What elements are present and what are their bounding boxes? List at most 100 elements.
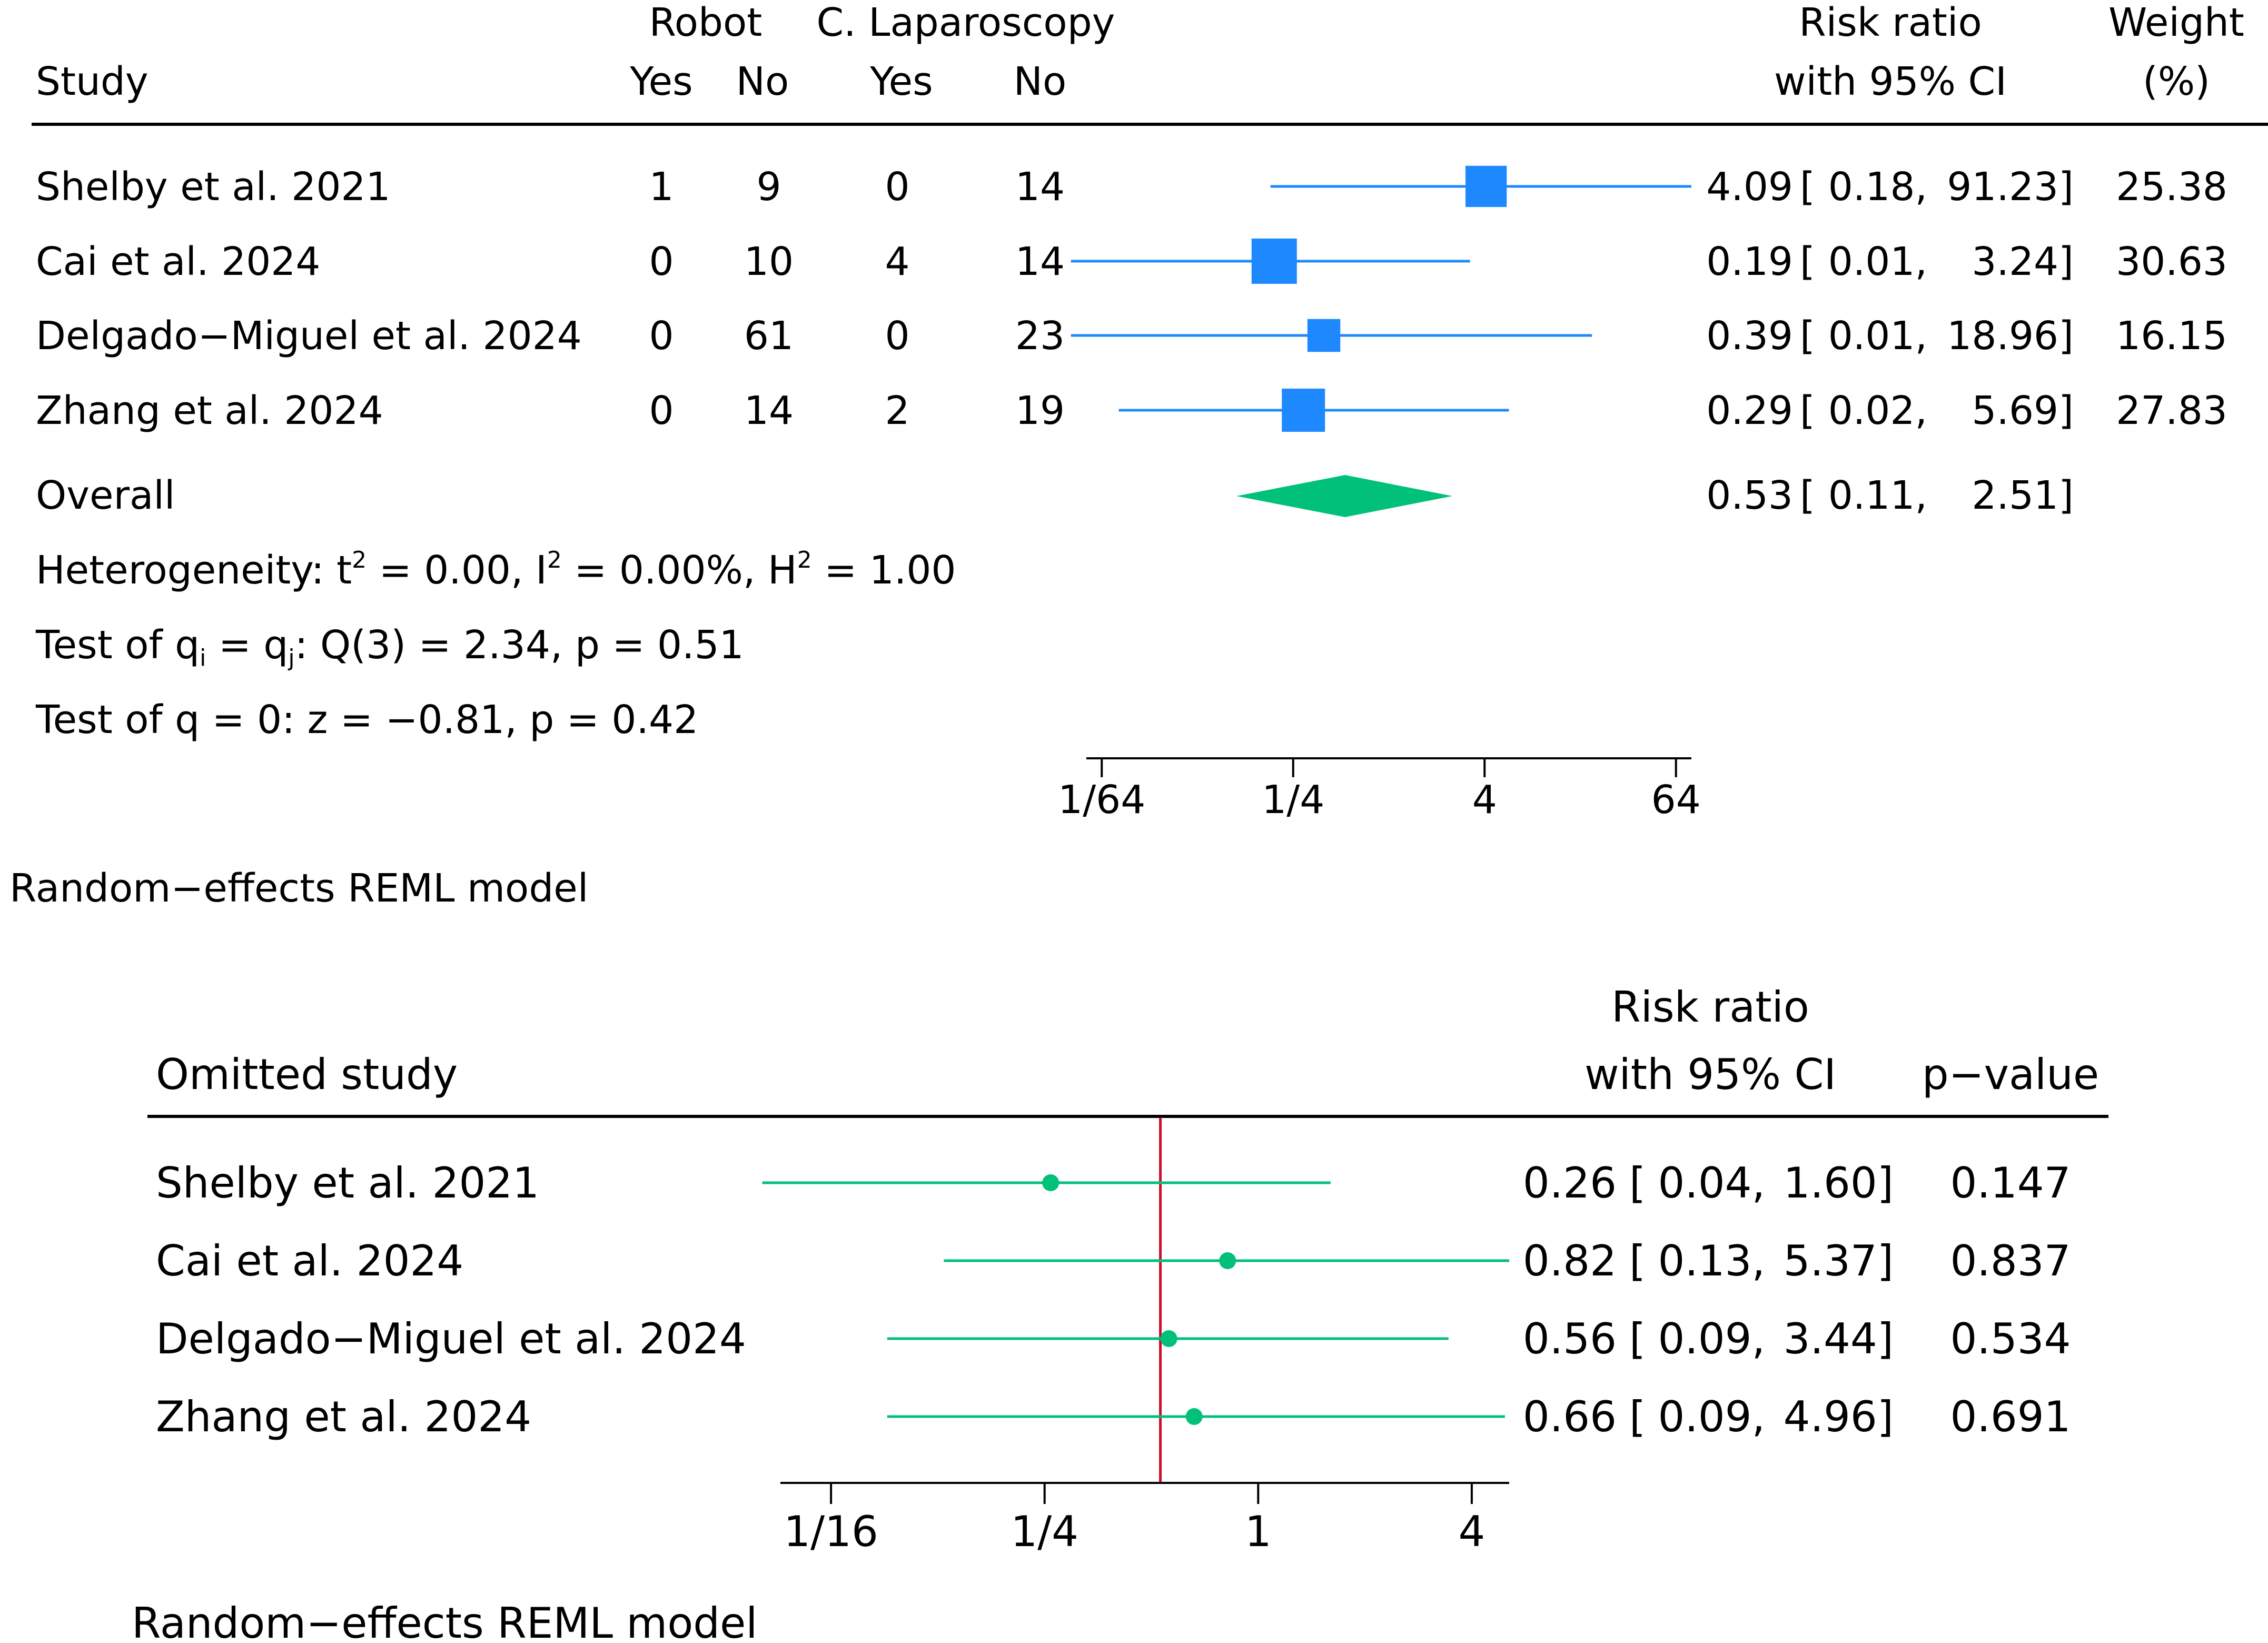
x-tick-label: 1/64 bbox=[1058, 777, 1145, 823]
col-header-risk-ratio-2: with 95% CI bbox=[1774, 59, 2007, 104]
omitted-study-name: Cai et al. 2024 bbox=[156, 1236, 463, 1285]
x-tick-label: 64 bbox=[1651, 777, 1701, 823]
col-header-robot: Robot bbox=[649, 0, 762, 45]
ci-bracket: [ bbox=[1800, 313, 1815, 359]
omitted-study-row: Cai et al. 2024 0.82[0.13, 5.37] 0.837 bbox=[156, 1236, 2071, 1285]
ci-lower: 0.09, bbox=[1658, 1392, 1765, 1441]
test-overall-effect: Test of q = 0: z = −0.81, p = 0.42 bbox=[35, 697, 698, 743]
risk-ratio: 0.29 bbox=[1706, 388, 1793, 433]
ci-bracket: [ bbox=[1800, 388, 1815, 433]
x-axis-ticks: 1/64 1/4 4 64 bbox=[1058, 758, 1701, 823]
weight-pct: 27.83 bbox=[2116, 388, 2227, 433]
weight-pct: 16.15 bbox=[2116, 313, 2227, 359]
p-value: 0.534 bbox=[1950, 1314, 2071, 1363]
ci-bracket: [ bbox=[1800, 239, 1815, 284]
robot-yes: 1 bbox=[649, 164, 674, 210]
omitted-study-row: Delgado−Miguel et al. 2024 0.56[0.09, 3.44… bbox=[156, 1314, 2071, 1363]
forest-plot-meta-analysis: Robot C. Laparoscopy Risk ratio Weight S… bbox=[9, 0, 2268, 911]
robot-yes: 0 bbox=[649, 388, 674, 433]
model-note: Random−effects REML model bbox=[9, 866, 588, 911]
weight-marker bbox=[1307, 319, 1341, 352]
point-estimate bbox=[1042, 1174, 1059, 1191]
heterogeneity-stats: Heterogeneity: t2 = 0.00, I2 = 0.00%, H2… bbox=[36, 547, 956, 593]
ci-upper: 5.69] bbox=[1972, 388, 2074, 433]
col-header-laparoscopy: C. Laparoscopy bbox=[817, 0, 1115, 45]
lap-yes: 2 bbox=[885, 388, 909, 433]
leave-one-out-plot: Risk ratio Omitted study with 95% CI p−v… bbox=[132, 983, 2108, 1643]
ci-bracket: [ bbox=[1629, 1159, 1646, 1207]
ci-lower: 0.01, bbox=[1828, 239, 1927, 284]
omitted-study-name: Zhang et al. 2024 bbox=[156, 1392, 531, 1441]
ci-bracket: [ bbox=[1800, 164, 1815, 210]
lap-no: 14 bbox=[1015, 164, 1065, 210]
ci-upper: 1.60] bbox=[1784, 1159, 1894, 1207]
x-tick-label: 1/16 bbox=[784, 1507, 878, 1556]
study-row: Shelby et al. 2021 1 9 0 14 4.09[0.18, 91.23] 2… bbox=[36, 164, 2227, 210]
study-name: Delgado−Miguel et al. 2024 bbox=[36, 313, 582, 359]
omitted-study-name: Shelby et al. 2021 bbox=[156, 1159, 539, 1207]
ci-bracket: [ bbox=[1629, 1392, 1646, 1441]
x-tick-label: 1 bbox=[1245, 1507, 1272, 1556]
ci-lower: 0.18, bbox=[1828, 164, 1927, 210]
study-rows: Shelby et al. 2021 1 9 0 14 4.09[0.18, 91.23] 2… bbox=[36, 164, 2227, 433]
weight-pct: 30.63 bbox=[2116, 239, 2227, 284]
ci-upper: 5.37] bbox=[1784, 1236, 1894, 1285]
ci-bracket: [ bbox=[1629, 1236, 1646, 1285]
point-estimate bbox=[1219, 1252, 1236, 1269]
ci-upper: 3.44] bbox=[1784, 1314, 1894, 1363]
ci-lower: 0.01, bbox=[1828, 313, 1927, 359]
weight-pct: 25.38 bbox=[2116, 164, 2227, 210]
col-header-lap-yes: Yes bbox=[869, 59, 933, 104]
risk-ratio: 0.56 bbox=[1523, 1314, 1617, 1363]
robot-no: 14 bbox=[744, 388, 794, 433]
x-tick-label: 4 bbox=[1472, 777, 1497, 823]
ci-upper: 3.24] bbox=[1972, 239, 2074, 284]
risk-ratio: 0.82 bbox=[1523, 1236, 1617, 1285]
lap-yes: 0 bbox=[885, 164, 909, 210]
weight-marker bbox=[1282, 389, 1325, 432]
risk-ratio: 0.39 bbox=[1706, 313, 1793, 359]
robot-no: 61 bbox=[744, 313, 794, 359]
study-row: Delgado−Miguel et al. 2024 0 61 0 23 0.39[0.0… bbox=[36, 313, 2227, 359]
study-row: Zhang et al. 2024 0 14 2 19 0.29[0.02, 5.69] 27… bbox=[36, 388, 2227, 433]
overall-rr: 0.53 bbox=[1706, 473, 1793, 518]
col-header-weight-1: Weight bbox=[2108, 0, 2244, 45]
omitted-study-row: Shelby et al. 2021 0.26[0.04, 1.60] 0.147 bbox=[156, 1159, 2071, 1207]
robot-yes: 0 bbox=[649, 239, 674, 284]
ci-lower: 0.02, bbox=[1828, 388, 1927, 433]
risk-ratio: 0.19 bbox=[1706, 239, 1793, 284]
loo-header-pvalue: p−value bbox=[1922, 1050, 2099, 1099]
loo-header-risk-ratio-1: Risk ratio bbox=[1611, 983, 1809, 1032]
ci-lower: 0.13, bbox=[1658, 1236, 1765, 1285]
p-value: 0.147 bbox=[1950, 1159, 2071, 1207]
risk-ratio: 0.26 bbox=[1523, 1159, 1617, 1207]
point-estimate bbox=[1185, 1408, 1203, 1425]
lap-no: 23 bbox=[1015, 313, 1065, 359]
point-estimate bbox=[1160, 1330, 1177, 1347]
col-header-robot-yes: Yes bbox=[629, 59, 692, 104]
lap-yes: 4 bbox=[885, 239, 909, 284]
overall-hi: 2.51] bbox=[1972, 473, 2074, 518]
omitted-study-name: Delgado−Miguel et al. 2024 bbox=[156, 1314, 746, 1363]
study-name: Zhang et al. 2024 bbox=[36, 388, 383, 433]
overall-lo: 0.11, bbox=[1828, 473, 1927, 518]
ci-upper: 4.96] bbox=[1784, 1392, 1894, 1441]
risk-ratio: 0.66 bbox=[1523, 1392, 1617, 1441]
x-tick-label: 4 bbox=[1458, 1507, 1485, 1556]
x-tick-label: 1/4 bbox=[1262, 777, 1324, 823]
loo-header-study: Omitted study bbox=[156, 1050, 458, 1099]
ci-lower: 0.09, bbox=[1658, 1314, 1765, 1363]
overall-diamond bbox=[1236, 475, 1453, 517]
ci-lower: 0.04, bbox=[1658, 1159, 1765, 1207]
test-equal-effects: Test of qi = qj: Q(3) = 2.34, p = 0.51 bbox=[35, 622, 744, 671]
robot-no: 9 bbox=[756, 164, 781, 210]
p-value: 0.691 bbox=[1950, 1392, 2071, 1441]
ci-bracket: [ bbox=[1629, 1314, 1646, 1363]
lap-no: 19 bbox=[1015, 388, 1065, 433]
ci-upper: 18.96] bbox=[1947, 313, 2074, 359]
loo-x-axis-ticks: 1/16 1/4 1 4 bbox=[784, 1483, 1485, 1556]
col-header-weight-2: (%) bbox=[2143, 59, 2210, 104]
omitted-study-row: Zhang et al. 2024 0.66[0.09, 4.96] 0.691 bbox=[156, 1392, 2071, 1441]
p-value: 0.837 bbox=[1950, 1236, 2071, 1285]
